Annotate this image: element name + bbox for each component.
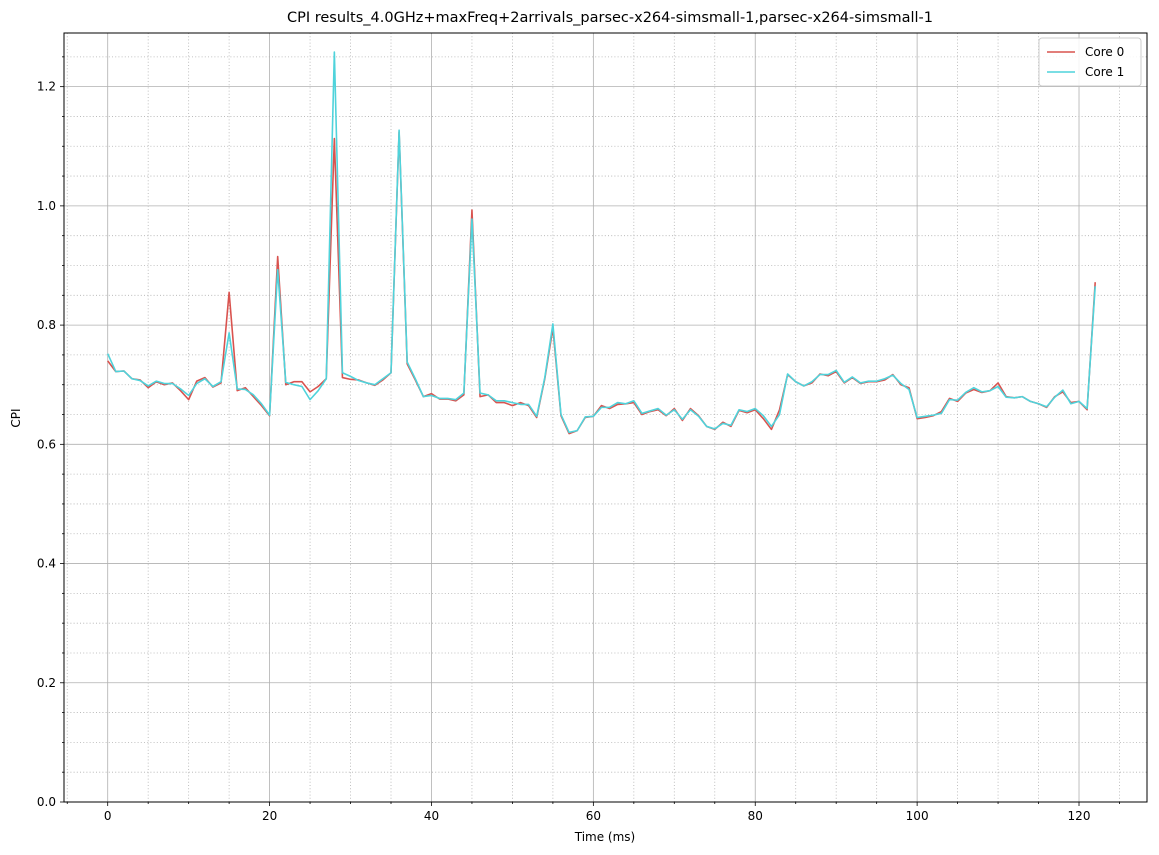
series-line-core-0 xyxy=(107,131,1096,435)
minor-grid xyxy=(64,33,1147,802)
x-tick-label: 40 xyxy=(424,809,439,823)
y-tick-label: 0.2 xyxy=(37,676,56,690)
y-tick-label: 1.0 xyxy=(37,199,56,213)
y-tick-label: 0.0 xyxy=(37,795,56,809)
x-tick-label: 20 xyxy=(262,809,277,823)
series-layer xyxy=(106,51,1096,435)
x-axis: 0 20 40 60 80 100 120 xyxy=(66,802,1120,823)
x-tick-label: 0 xyxy=(104,809,112,823)
y-tick-label: 1.2 xyxy=(37,80,56,94)
legend: Core 0 Core 1 xyxy=(1038,37,1142,87)
y-axis-title: CPI xyxy=(9,408,23,427)
plot-frame xyxy=(63,32,1148,803)
y-tick-label: 0.4 xyxy=(37,557,56,571)
y-axis: 0.0 0.2 0.4 0.6 0.8 1.0 1.2 xyxy=(37,56,64,809)
x-tick-label: 120 xyxy=(1068,809,1091,823)
major-grid xyxy=(64,33,1147,803)
x-tick-label: 100 xyxy=(906,809,929,823)
y-tick-label: 0.6 xyxy=(37,437,56,451)
x-tick-label: 80 xyxy=(748,809,763,823)
x-axis-title: Time (ms) xyxy=(574,830,636,844)
x-tick-label: 60 xyxy=(586,809,601,823)
chart-title: CPI results_4.0GHz+maxFreq+2arrivals_par… xyxy=(287,10,933,26)
legend-label: Core 0 xyxy=(1085,45,1124,59)
legend-label: Core 1 xyxy=(1085,65,1124,79)
legend-box xyxy=(1038,37,1142,87)
y-tick-label: 0.8 xyxy=(37,318,56,332)
series-line-core-1 xyxy=(106,51,1096,434)
